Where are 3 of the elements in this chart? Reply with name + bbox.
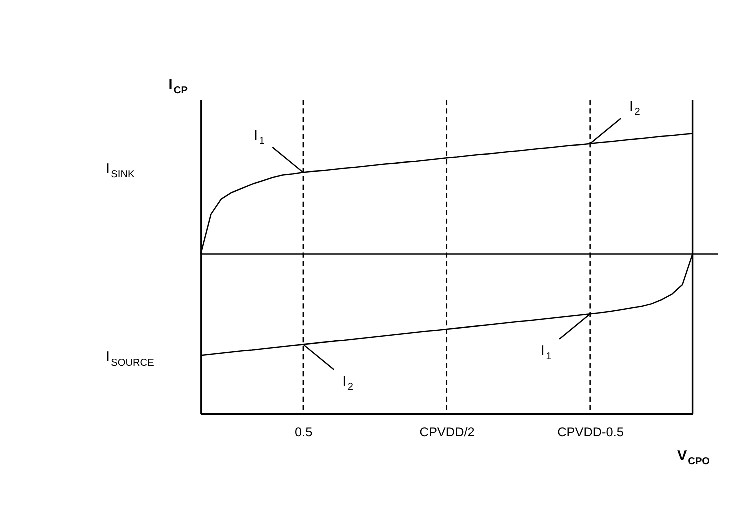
x-tick-label: CPVDD/2 <box>420 424 475 440</box>
x-tick-label: CPVDD-0.5 <box>558 424 624 440</box>
x-tick-label: 0.5 <box>295 424 313 440</box>
